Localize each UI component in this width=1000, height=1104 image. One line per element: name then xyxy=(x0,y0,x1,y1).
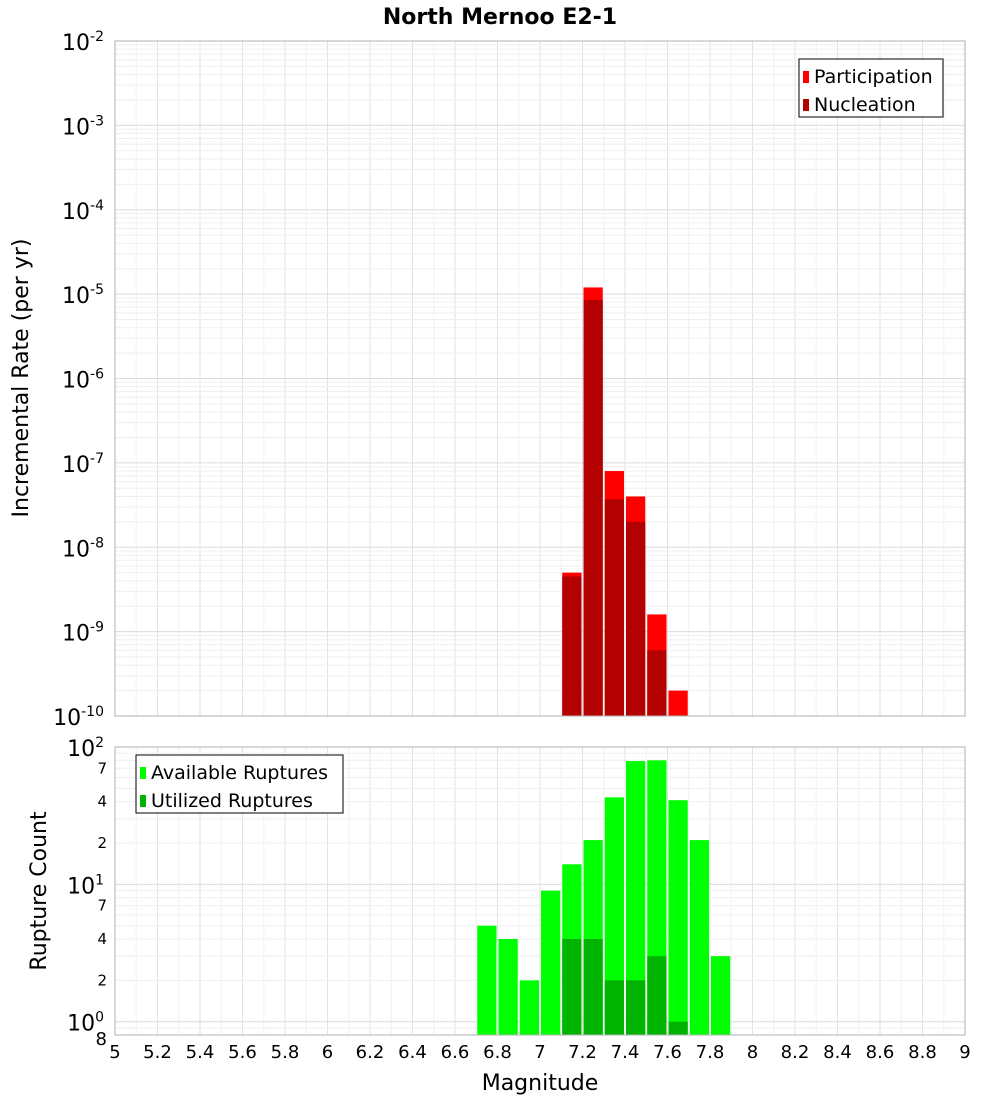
bottom-y-axis-label: Rupture Count xyxy=(27,811,52,971)
bottom-y-minor-tick-label: 7 xyxy=(97,759,107,777)
utilized-ruptures-bar xyxy=(604,980,624,1035)
top-y-tick-label: 10-6 xyxy=(62,367,104,394)
top-y-tick-label: 10-9 xyxy=(62,620,104,647)
available-ruptures-bar xyxy=(689,840,709,1035)
nucleation-bar xyxy=(647,650,667,716)
available-ruptures-bar xyxy=(498,939,518,1035)
top-y-axis-label: Incremental Rate (per yr) xyxy=(9,239,34,518)
bottom-legend: Available Ruptures Utilized Ruptures xyxy=(135,754,344,814)
top-y-tick-label: 10-8 xyxy=(62,535,104,562)
top-y-tick-label: 10-3 xyxy=(62,113,104,140)
available-ruptures-bar xyxy=(541,890,561,1035)
top-y-tick-label: 10-4 xyxy=(62,198,104,225)
x-tick-label: 9 xyxy=(959,1042,970,1063)
x-tick-label: 6 xyxy=(322,1042,333,1063)
x-tick-label: 7 xyxy=(534,1042,545,1063)
bottom-legend-label: Utilized Ruptures xyxy=(151,790,313,812)
top-legend-box xyxy=(798,58,944,118)
bottom-plot-border xyxy=(114,746,966,1036)
bottom-y-tick-label: 101 xyxy=(67,872,104,899)
nucleation-bar xyxy=(562,576,582,716)
participation-bar xyxy=(668,690,688,716)
x-tick-label: 8.4 xyxy=(823,1042,852,1063)
bottom-y-minor-tick-label: 8 xyxy=(96,1029,107,1050)
x-tick-label: 5.2 xyxy=(143,1042,172,1063)
x-tick-label: 8.8 xyxy=(908,1042,937,1063)
x-tick-label: 8 xyxy=(747,1042,758,1063)
x-tick-label: 5 xyxy=(109,1042,120,1063)
top-legend: Participation Nucleation xyxy=(798,58,944,118)
x-axis-label: Magnitude xyxy=(482,1071,599,1096)
x-tick-label: 5.6 xyxy=(228,1042,257,1063)
x-tick-label: 6.8 xyxy=(483,1042,512,1063)
bottom-y-minor-tick-label: 2 xyxy=(97,834,107,852)
bottom-legend-label: Available Ruptures xyxy=(151,762,328,784)
x-tick-label: 6.2 xyxy=(356,1042,385,1063)
available-ruptures-bar xyxy=(477,925,497,1035)
top-legend-swatch xyxy=(803,99,809,111)
available-ruptures-bar xyxy=(519,980,539,1035)
top-y-tick-label: 10-10 xyxy=(53,704,104,731)
x-tick-label: 5.8 xyxy=(271,1042,300,1063)
top-legend-swatch xyxy=(803,71,809,83)
top-legend-label: Nucleation xyxy=(814,94,916,116)
top-plot-area: 10-10 10-9 10-8 10-7 10-6 10-5 10-4 10-3 10-2 xyxy=(53,29,966,731)
top-plot-border xyxy=(114,40,966,717)
x-tick-label: 6.4 xyxy=(398,1042,427,1063)
bottom-y-minor-tick-label: 7 xyxy=(97,897,107,915)
x-tick-label: 7.6 xyxy=(653,1042,682,1063)
top-y-tick-label: 10-7 xyxy=(62,451,104,478)
top-y-tick-label: 10-5 xyxy=(62,282,104,309)
available-ruptures-bar xyxy=(626,761,646,1035)
utilized-ruptures-bar xyxy=(562,939,582,1035)
bottom-y-minor-tick-label: 4 xyxy=(97,930,107,948)
nucleation-bar xyxy=(626,521,646,716)
top-y-tick-label: 10-2 xyxy=(62,29,104,56)
utilized-ruptures-bar xyxy=(626,980,646,1035)
utilized-ruptures-bar xyxy=(668,1021,688,1035)
available-ruptures-bar xyxy=(668,800,688,1035)
bottom-legend-swatch xyxy=(140,767,146,779)
nucleation-bar xyxy=(583,300,603,716)
x-tick-label: 5.4 xyxy=(186,1042,215,1063)
x-tick-label: 6.6 xyxy=(441,1042,470,1063)
x-tick-label: 8.6 xyxy=(866,1042,895,1063)
utilized-ruptures-bar xyxy=(647,956,667,1035)
x-tick-label: 7.2 xyxy=(568,1042,597,1063)
bottom-y-tick-label: 100 xyxy=(67,1010,104,1037)
bottom-y-tick-label: 102 xyxy=(67,735,104,762)
x-tick-label: 7.8 xyxy=(696,1042,725,1063)
x-axis-ticks: 5 5.2 5.4 5.6 5.8 6 6.2 6.4 6.6 6.8 7 7.2 7.4 7.6 7.8 8… xyxy=(109,1042,970,1063)
available-ruptures-bar xyxy=(604,797,624,1035)
chart-title: North Mernoo E2-1 xyxy=(383,5,617,30)
top-legend-label: Participation xyxy=(814,66,933,88)
bottom-y-minor-tick-label: 2 xyxy=(97,971,107,989)
x-tick-label: 8.2 xyxy=(781,1042,810,1063)
bottom-legend-swatch xyxy=(140,795,146,807)
utilized-ruptures-bar xyxy=(583,939,603,1035)
available-ruptures-bar xyxy=(711,956,731,1035)
nucleation-bar xyxy=(604,499,624,716)
x-tick-label: 7.4 xyxy=(611,1042,640,1063)
bottom-legend-box xyxy=(135,754,344,814)
bottom-y-minor-tick-label: 4 xyxy=(97,793,107,811)
